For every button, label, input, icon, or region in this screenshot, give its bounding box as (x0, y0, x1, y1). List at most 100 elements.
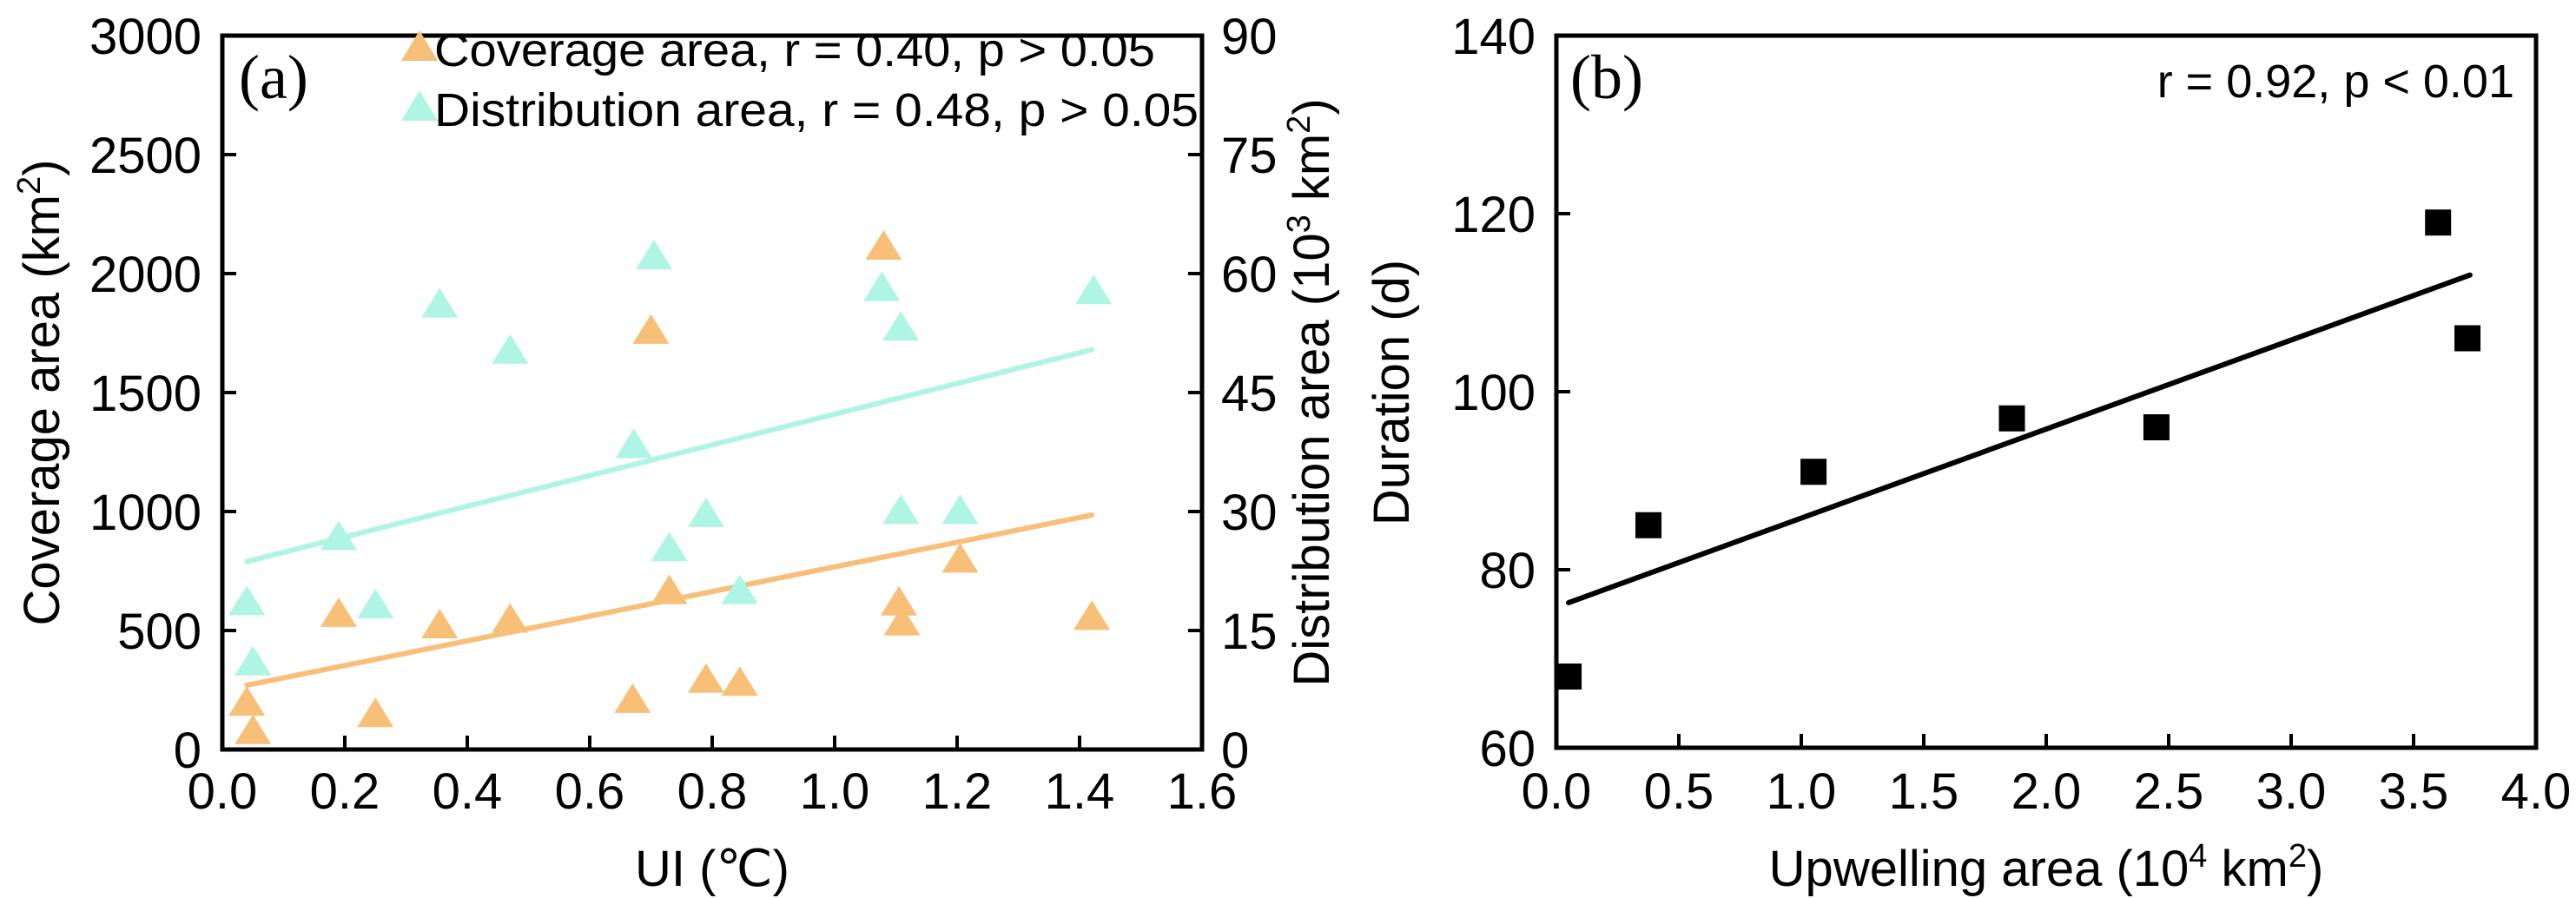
distribution-point (320, 520, 357, 551)
duration-point (2425, 209, 2452, 236)
y-tick-label: 80 (1479, 543, 1536, 599)
x-title-mid: km (2207, 841, 2288, 897)
x-tick-label: 3.0 (2256, 763, 2327, 820)
coverage-point (228, 686, 266, 716)
x-tick-label: 2.0 (2011, 763, 2082, 820)
panel-b-frame (1554, 33, 2539, 750)
coverage-point (687, 663, 724, 693)
distribution-point (421, 287, 459, 318)
panel-b-x-axis-title: Upwelling area (104 km2) (1769, 838, 2324, 897)
distribution-point (228, 585, 266, 616)
y2-title-sup1: 3 (1281, 215, 1318, 233)
panel-a-y-axis-title: Coverage area (km2) (11, 160, 70, 626)
distribution-point (687, 497, 724, 527)
y2-tick-label: 60 (1221, 247, 1278, 303)
distribution-fit-line (244, 347, 1095, 565)
y-title-close: ) (14, 160, 70, 176)
distribution-point (721, 574, 758, 604)
coverage-point (632, 314, 670, 344)
panel-b-y-axis-title: Duration (d) (1364, 260, 1420, 525)
y-title-sup: 2 (11, 176, 48, 195)
distribution-point (636, 240, 673, 270)
x-tick-label: 0.8 (677, 763, 748, 820)
panel-a: 0.0 0.2 0.4 0.6 0.8 1.0 1.2 1.4 1.60500100015002… (11, 9, 1340, 897)
x-tick-label: 4.0 (2501, 763, 2572, 820)
panel-a-frame (220, 33, 1205, 752)
distribution-point (651, 532, 688, 562)
distribution-point (1075, 274, 1113, 305)
y2-tick-label: 90 (1221, 9, 1278, 65)
legend: Coverage area, r = 0.40, p > 0.05 Distri… (401, 24, 1199, 136)
panel-b: 0.0 0.5 1.0 1.5 2.0 2.5 3.0 3.5 4.0 60 80 100 120 140… (1364, 9, 2571, 897)
y2-tick-label: 45 (1221, 366, 1278, 422)
x-title-close: ) (2307, 841, 2323, 897)
legend-label-coverage: Coverage area, r = 0.40, p > 0.05 (434, 24, 1155, 76)
x-tick-label: 1.6 (1167, 763, 1238, 820)
x-tick-label: 0.6 (555, 763, 625, 820)
panel-a-label: (a) (239, 43, 308, 112)
panel-a-x-axis-title: UI (℃) (635, 841, 789, 897)
y-tick-label: 3000 (89, 9, 201, 65)
x-tick-label: 1.0 (800, 763, 870, 820)
y-tick-label: 100 (1451, 365, 1536, 421)
distribution-point (234, 645, 272, 676)
x-tick-label: 1.4 (1045, 763, 1115, 820)
coverage-point (492, 603, 529, 633)
y-tick-label: 120 (1451, 187, 1536, 243)
coverage-point (941, 543, 979, 573)
y-tick-label: 0 (174, 723, 201, 779)
x-tick-label: 0.0 (1522, 763, 1592, 820)
duration-fit-line (1566, 272, 2473, 605)
y2-tick-label: 75 (1221, 128, 1278, 184)
panel-b-marks (1556, 209, 2481, 690)
x-tick-label: 3.5 (2379, 763, 2449, 820)
y-tick-label: 2000 (89, 247, 201, 303)
distribution-point (357, 588, 394, 618)
coverage-point (865, 230, 902, 261)
y-tick-label: 1000 (89, 485, 201, 541)
panel-a-ticks: 0.0 0.2 0.4 0.6 0.8 1.0 1.2 1.4 1.60500100015002… (89, 9, 1278, 820)
panel-b-ticks: 0.0 0.5 1.0 1.5 2.0 2.5 3.0 3.5 4.0 60 80 100 120 140 (1451, 9, 2571, 820)
duration-point (1998, 405, 2025, 432)
y-tick-label: 140 (1451, 9, 1536, 65)
coverage-point (320, 597, 357, 627)
y2-title-sup2: 2 (1281, 116, 1318, 134)
coverage-point (721, 666, 758, 697)
legend-marker-distribution (401, 90, 438, 121)
distribution-point (882, 311, 920, 341)
distribution-point (615, 428, 652, 459)
x-tick-label: 0.5 (1644, 763, 1714, 820)
x-tick-label: 0.4 (433, 763, 503, 820)
x-tick-label: 0.2 (310, 763, 380, 820)
duration-point (1635, 512, 1662, 538)
panel-a-y2-axis-title: Distribution area (103 km2) (1281, 98, 1340, 686)
distribution-point (492, 333, 529, 364)
x-tick-label: 1.2 (922, 763, 993, 820)
x-title-sup1: 4 (2189, 838, 2207, 875)
y-tick-label: 60 (1479, 721, 1536, 777)
coverage-point (234, 714, 272, 744)
y-tick-label: 1500 (89, 366, 201, 422)
coverage-point (357, 697, 394, 728)
legend-label-distribution: Distribution area, r = 0.48, p > 0.05 (434, 84, 1199, 136)
x-title-main: Upwelling area (10 (1769, 841, 2190, 897)
coverage-point (1073, 600, 1111, 631)
panel-b-stat-annotation: r = 0.92, p < 0.01 (2157, 56, 2514, 108)
y2-title-main: Distribution area (10 (1284, 233, 1340, 686)
x-tick-label: 1.5 (1889, 763, 1959, 820)
y2-tick-label: 15 (1221, 604, 1278, 660)
y-title-main: Coverage area (km (14, 195, 70, 625)
distribution-point (882, 494, 920, 525)
y2-title-close: ) (1284, 98, 1340, 115)
x-tick-label: 2.5 (2134, 763, 2204, 820)
duration-point (2143, 414, 2170, 440)
coverage-point (883, 605, 921, 636)
coverage-point (614, 683, 651, 713)
legend-marker-coverage (401, 30, 438, 61)
y-tick-label: 2500 (89, 128, 201, 184)
coverage-point (881, 585, 918, 616)
distribution-point (863, 271, 901, 301)
x-tick-label: 1.0 (1767, 763, 1837, 820)
panel-b-label: (b) (1570, 43, 1643, 112)
